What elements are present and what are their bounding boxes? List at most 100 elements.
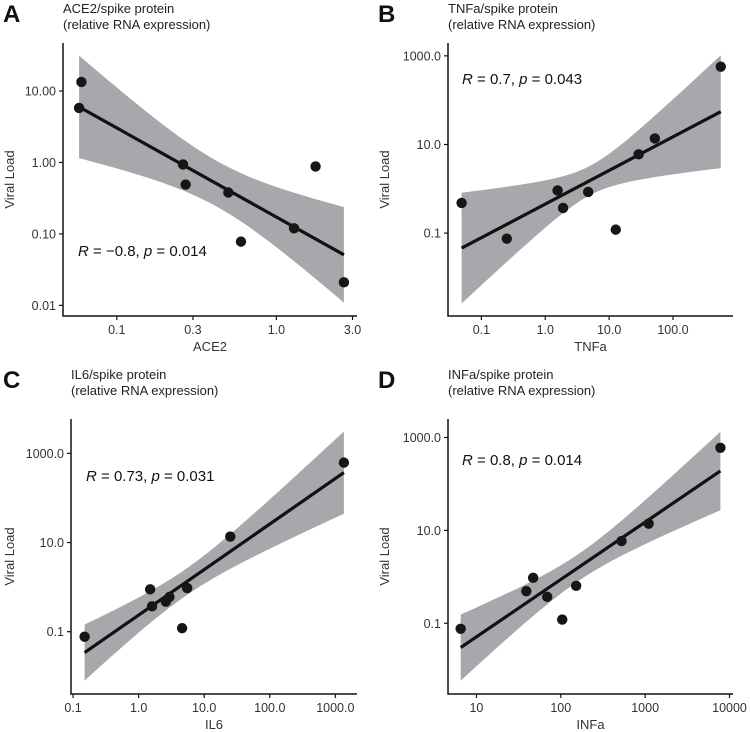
x-tick-label: 10.0 xyxy=(192,701,216,715)
data-point xyxy=(455,623,466,635)
chart-title: (relative RNA expression) xyxy=(448,17,595,32)
x-axis-label: ACE2 xyxy=(193,339,227,354)
annotation-p-label: p xyxy=(150,468,159,485)
data-point xyxy=(557,202,569,214)
annotation-r-text: = 0.73, xyxy=(97,468,152,485)
annotation-p-label: p xyxy=(518,71,527,88)
x-axis-label: INFa xyxy=(576,717,605,732)
regression-line xyxy=(78,105,345,257)
data-point xyxy=(582,186,594,198)
chart-title: ACE2/spike protein xyxy=(63,1,174,16)
regression-line xyxy=(459,469,722,649)
annotation-r-label: R xyxy=(462,71,473,88)
y-tick-label: 1.00 xyxy=(32,156,56,170)
data-point xyxy=(180,179,191,190)
y-tick-label: 0.1 xyxy=(424,617,441,631)
x-tick-label: 0.1 xyxy=(64,701,81,715)
y-tick-label: 0.10 xyxy=(32,227,56,241)
regression-line xyxy=(460,110,722,250)
data-point xyxy=(456,197,467,209)
data-point xyxy=(501,233,513,244)
regression-line xyxy=(83,471,345,654)
data-point xyxy=(338,457,350,468)
data-point xyxy=(643,518,654,529)
data-point xyxy=(79,631,90,642)
y-tick-label: 1000.0 xyxy=(403,49,441,63)
confidence-band xyxy=(460,431,721,681)
annotation-p-text: = 0.031 xyxy=(160,468,215,485)
correlation-annotation: R = −0.8, p = 0.014 xyxy=(78,243,207,260)
panel-letter: A xyxy=(3,1,20,28)
data-point xyxy=(610,224,621,235)
annotation-r-label: R xyxy=(86,468,97,485)
data-point xyxy=(176,622,188,634)
chart-title: INFa/spike protein xyxy=(448,367,554,382)
x-tick-label: 3.0 xyxy=(344,323,361,337)
data-point xyxy=(225,531,236,542)
data-point xyxy=(616,535,627,547)
data-point xyxy=(146,601,158,612)
chart-title: (relative RNA expression) xyxy=(71,383,218,398)
y-tick-label: 0.1 xyxy=(47,625,64,639)
y-tick-label: 10.0 xyxy=(417,138,441,152)
data-point xyxy=(542,591,553,603)
annotation-p-label: p xyxy=(143,243,152,260)
axes xyxy=(70,419,357,695)
y-tick-label: 10.0 xyxy=(417,524,441,538)
data-point xyxy=(557,614,568,625)
panel-letter: D xyxy=(378,367,395,394)
y-tick-label: 0.1 xyxy=(424,227,441,241)
panel-c: C IL6/spike protein(relative RNA expressi… xyxy=(2,367,357,732)
data-point xyxy=(164,591,175,603)
data-point xyxy=(715,442,726,453)
panel-letter: B xyxy=(378,1,395,28)
x-tick-label: 100.0 xyxy=(657,323,688,337)
data-point xyxy=(338,277,350,288)
y-axis-label: Viral Load xyxy=(377,527,392,585)
chart-title: TNFa/spike protein xyxy=(448,1,558,16)
data-point xyxy=(527,572,539,584)
x-tick-label: 10 xyxy=(469,701,483,715)
annotation-r-text: = 0.8, xyxy=(473,452,519,469)
data-point xyxy=(177,159,189,170)
data-point xyxy=(144,584,156,595)
x-tick-label: 1000 xyxy=(631,701,659,715)
correlation-annotation: R = 0.7, p = 0.043 xyxy=(462,71,582,88)
annotation-r-label: R xyxy=(78,243,89,260)
chart-title: IL6/spike protein xyxy=(71,367,166,382)
y-tick-label: 1000.0 xyxy=(26,447,64,461)
x-tick-label: 100.0 xyxy=(254,701,285,715)
y-tick-label: 10.0 xyxy=(40,536,64,550)
chart-title: (relative RNA expression) xyxy=(63,17,210,32)
data-point xyxy=(570,580,582,592)
axes xyxy=(447,43,733,317)
data-point xyxy=(181,582,193,594)
axes xyxy=(447,419,733,695)
data-point xyxy=(633,149,644,160)
axes xyxy=(62,43,357,317)
data-point xyxy=(235,236,247,247)
x-tick-label: 10.0 xyxy=(597,323,621,337)
panel-a: A ACE2/spike protein(relative RNA express… xyxy=(2,1,361,354)
annotation-p-label: p xyxy=(518,452,527,469)
y-axis-label: Viral Load xyxy=(377,150,392,208)
correlation-annotation: R = 0.73, p = 0.031 xyxy=(86,468,214,485)
x-tick-label: 1.0 xyxy=(268,323,285,337)
data-point xyxy=(73,102,85,114)
data-point xyxy=(552,185,563,196)
data-point xyxy=(649,133,661,144)
annotation-r-label: R xyxy=(462,452,473,469)
confidence-band xyxy=(84,431,344,681)
x-tick-label: 0.1 xyxy=(473,323,490,337)
x-axis-label: TNFa xyxy=(574,339,607,354)
panel-d: D INFa/spike protein(relative RNA express… xyxy=(377,367,747,732)
data-point xyxy=(76,76,87,88)
chart-title: (relative RNA expression) xyxy=(448,383,595,398)
x-tick-label: 10000 xyxy=(712,701,747,715)
y-tick-label: 1000.0 xyxy=(403,431,441,445)
x-tick-label: 0.3 xyxy=(184,323,201,337)
x-tick-label: 0.1 xyxy=(108,323,125,337)
data-point xyxy=(715,61,726,72)
data-point xyxy=(310,161,321,172)
panel-b: B TNFa/spike protein(relative RNA express… xyxy=(377,1,733,354)
